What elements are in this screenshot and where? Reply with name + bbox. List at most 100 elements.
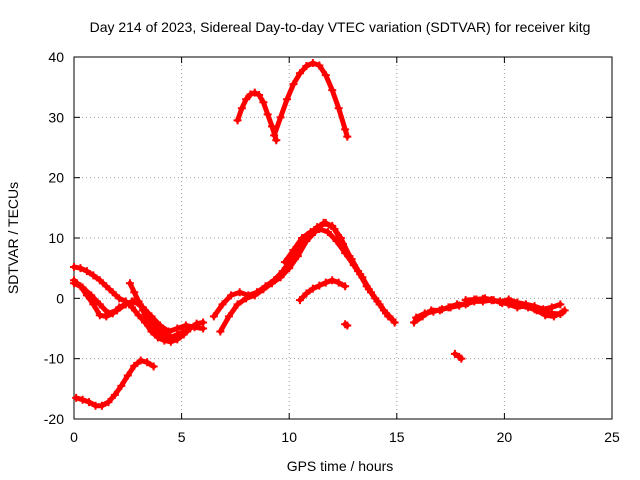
data-point	[276, 273, 285, 282]
data-point	[285, 264, 294, 273]
data-point	[539, 305, 548, 314]
data-point	[446, 303, 455, 312]
series-arc-10	[280, 224, 393, 321]
series-arc-2	[270, 59, 352, 141]
series-arc-15	[461, 294, 565, 314]
data-point	[233, 116, 242, 125]
data-point	[259, 285, 268, 294]
data-point	[302, 62, 311, 71]
series-arc-12	[341, 320, 352, 330]
x-tick-label: 0	[70, 429, 78, 445]
data-point	[209, 312, 218, 321]
data-point	[233, 300, 242, 309]
data-point	[302, 237, 311, 246]
data-point	[224, 312, 233, 321]
data-point	[530, 302, 539, 311]
data-point	[72, 393, 81, 402]
data-point	[134, 311, 143, 320]
data-point	[343, 321, 352, 330]
data-point	[272, 136, 281, 145]
data-points	[70, 59, 569, 410]
axis-ticks: 0 5 10 15 20 25 -20 -10 0 10 20 30 40	[44, 49, 620, 445]
data-point	[85, 398, 94, 407]
data-point	[336, 234, 345, 242]
data-point	[293, 252, 302, 261]
data-point	[412, 313, 421, 322]
data-point	[95, 311, 104, 320]
data-point	[179, 327, 188, 336]
data-point	[246, 90, 255, 99]
data-point	[108, 309, 117, 318]
data-point	[259, 98, 268, 107]
data-point	[420, 309, 429, 318]
data-point	[267, 122, 276, 131]
data-point	[295, 69, 304, 78]
series-line	[73, 357, 157, 409]
data-point	[136, 356, 145, 365]
data-point	[82, 267, 91, 276]
data-point	[289, 246, 298, 255]
data-point	[166, 333, 175, 342]
x-tick-label: 25	[604, 429, 620, 445]
data-point	[149, 362, 158, 371]
data-point	[496, 297, 505, 306]
y-axis-label: SDTVAR / TECUs	[5, 182, 21, 294]
data-point	[341, 249, 350, 258]
y-tick-label: 20	[48, 170, 64, 186]
data-point	[455, 301, 464, 310]
data-point	[143, 315, 152, 324]
chart-title: Day 214 of 2023, Sidereal Day-to-day VTE…	[90, 19, 591, 35]
series-arc-7	[72, 356, 158, 410]
data-point	[156, 331, 165, 340]
data-point	[78, 395, 87, 404]
x-tick-label: 5	[178, 429, 186, 445]
data-point	[76, 264, 85, 273]
data-point	[298, 234, 307, 242]
data-point	[388, 315, 397, 324]
data-point	[70, 276, 78, 285]
data-point	[235, 288, 244, 297]
y-tick-label: 40	[48, 49, 64, 65]
data-point	[151, 327, 160, 336]
data-point	[470, 295, 479, 304]
data-point	[123, 371, 132, 380]
series-arc-16	[450, 349, 466, 363]
data-point	[302, 289, 311, 298]
data-point	[541, 311, 550, 320]
data-point	[130, 288, 139, 297]
data-point	[384, 312, 393, 321]
data-point	[487, 296, 496, 305]
data-point	[289, 80, 298, 89]
data-point	[308, 284, 317, 293]
data-point	[306, 227, 315, 236]
data-point	[95, 276, 104, 285]
data-point	[328, 221, 337, 230]
data-point	[321, 278, 330, 287]
data-point	[134, 297, 143, 306]
data-point	[280, 258, 289, 267]
data-point	[341, 282, 350, 291]
data-point	[76, 282, 85, 291]
data-point	[328, 276, 337, 285]
data-point	[375, 300, 384, 309]
data-point	[349, 261, 358, 270]
data-point	[110, 390, 119, 399]
data-point	[323, 227, 332, 236]
x-tick-label: 10	[281, 429, 297, 445]
data-point	[283, 95, 292, 104]
data-point	[315, 281, 324, 290]
data-point	[115, 303, 124, 312]
data-point	[270, 131, 279, 140]
series-arc-6	[125, 279, 169, 344]
data-point	[410, 318, 419, 327]
data-point	[315, 61, 324, 70]
data-point	[216, 327, 225, 336]
data-point	[513, 298, 522, 307]
data-point	[218, 300, 227, 309]
series-arc-5	[70, 276, 188, 342]
data-point	[242, 294, 251, 303]
data-point	[227, 291, 236, 300]
data-point	[276, 113, 285, 122]
data-point	[89, 300, 98, 309]
